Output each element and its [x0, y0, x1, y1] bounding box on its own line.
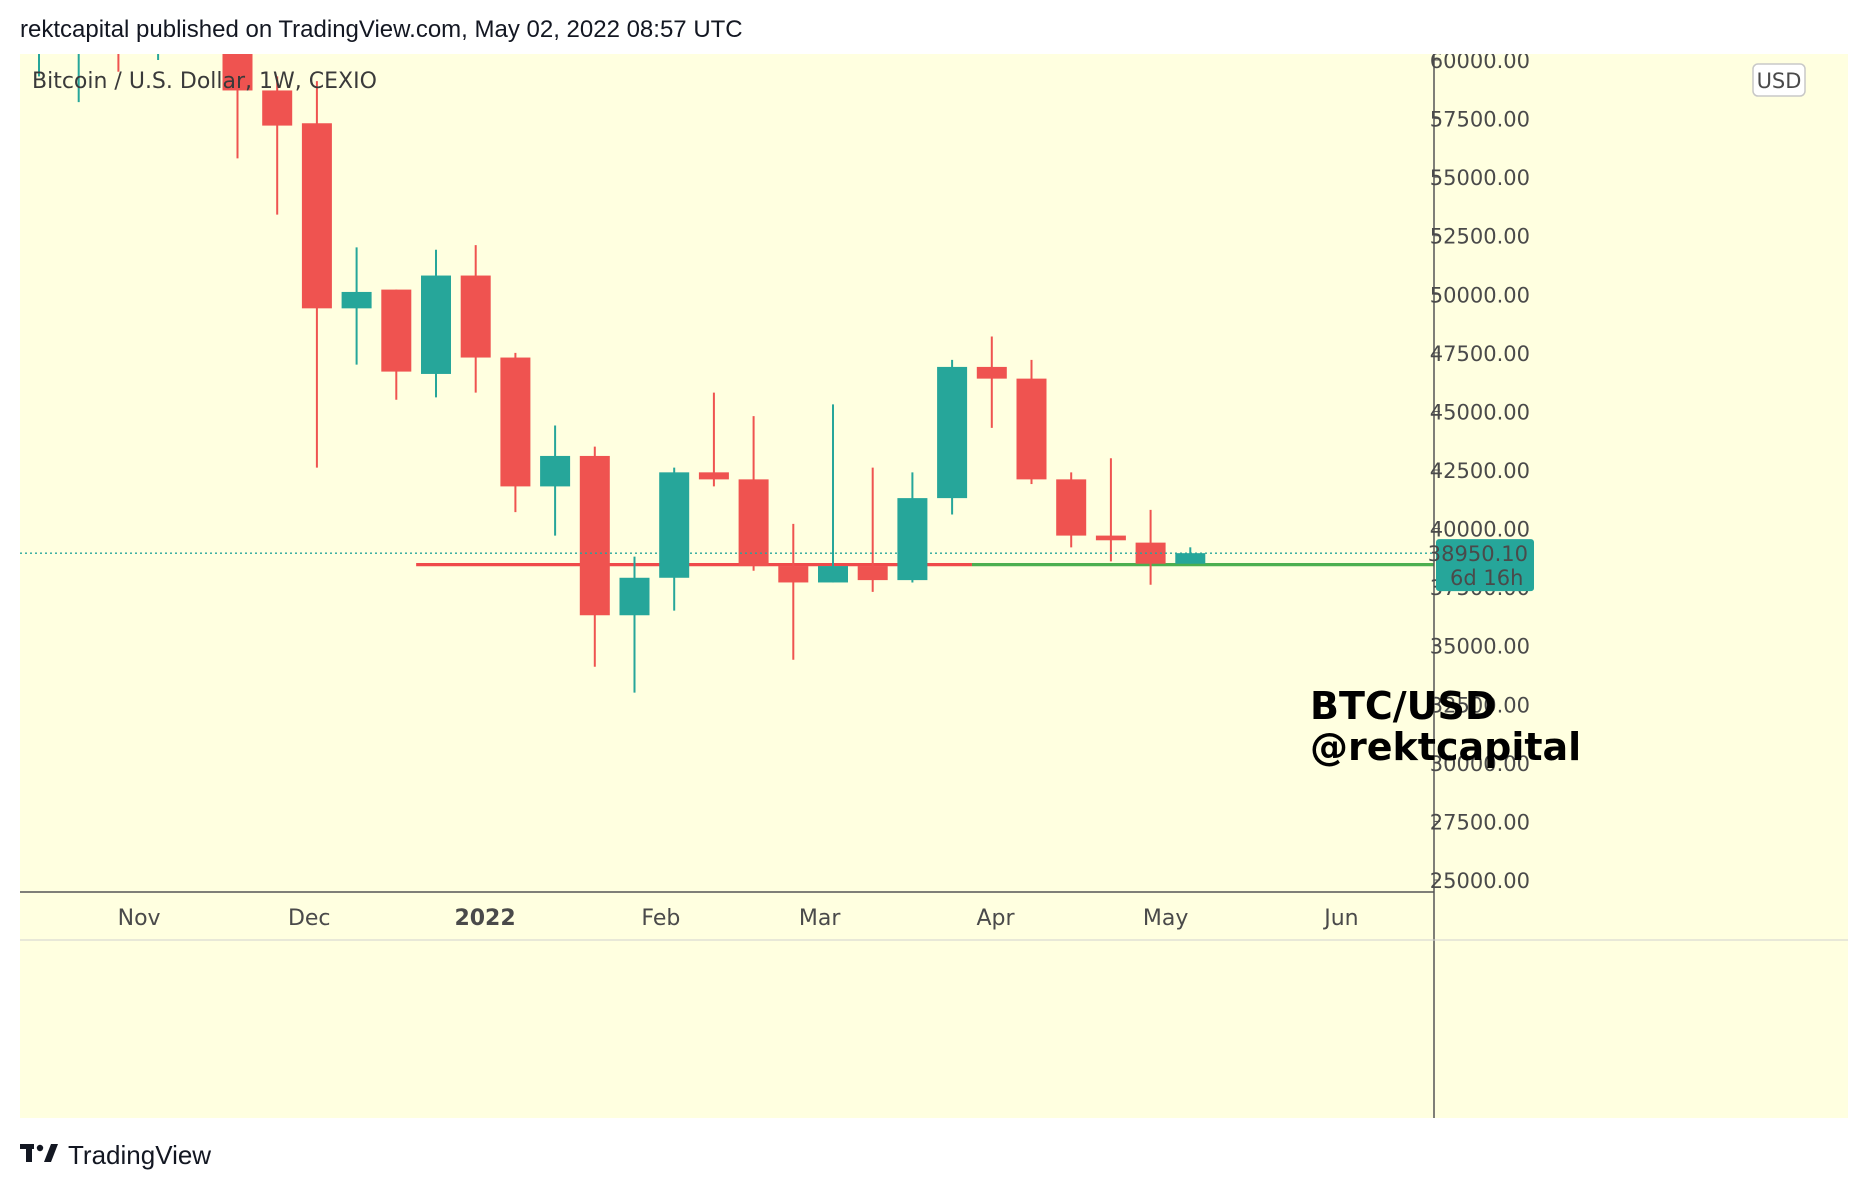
candle-body [1095, 535, 1126, 541]
candle-body [579, 455, 610, 616]
y-tick-label: 60000.00 [1430, 54, 1530, 73]
candle-2021-11-22[interactable] [262, 76, 293, 215]
candle-body [500, 357, 531, 487]
tradingview-brand-label: TradingView [68, 1140, 212, 1170]
last-price-countdown: 6d 16h [1450, 566, 1523, 590]
candle-2021-11-29[interactable] [301, 81, 332, 468]
candle-2022-02-28[interactable] [818, 404, 848, 583]
candles-group [24, 54, 1206, 693]
candle-2021-12-20[interactable] [421, 249, 451, 398]
candle-2021-10-25[interactable] [103, 54, 133, 72]
x-axis-labels: Nov Dec 2022 Feb Mar Apr May Jun [20, 906, 1848, 941]
candle-2021-12-27[interactable] [460, 245, 491, 393]
candle-2022-03-28[interactable] [976, 336, 1007, 428]
candle-2021-10-11[interactable] [24, 54, 54, 77]
candle-body [738, 479, 769, 567]
candle-2022-05-02[interactable] [1175, 547, 1206, 564]
candle-2022-03-21[interactable] [937, 359, 968, 515]
candle-2022-01-17[interactable] [579, 446, 610, 667]
last-price-badge-bg [1436, 539, 1534, 592]
candle-body [818, 566, 848, 583]
candle-body [659, 472, 690, 578]
x-label-2022: 2022 [454, 906, 515, 931]
published-header: rektcapital published on TradingView.com… [20, 16, 743, 43]
candlestick-chart[interactable]: 60000.00 57500.00 55000.00 52500.00 50000.00… [20, 54, 1848, 1118]
y-tick-label: 42500.00 [1430, 459, 1530, 483]
y-tick-label: 45000.00 [1430, 400, 1530, 424]
x-label-Mar: Mar [799, 906, 841, 931]
candle-body [619, 577, 650, 616]
tradingview-logo-icon [20, 1140, 60, 1171]
watermark-author: @rektcapital [1310, 725, 1581, 769]
y-tick-label: 47500.00 [1430, 342, 1530, 366]
x-label-May: May [1143, 906, 1188, 931]
candle-body [262, 90, 293, 126]
x-label-Apr: Apr [976, 906, 1015, 931]
candle-body [698, 472, 729, 480]
candle-body [778, 566, 809, 583]
candle-body [976, 366, 1007, 379]
y-tick-label: 55000.00 [1430, 166, 1530, 190]
candle-2022-01-03[interactable] [500, 352, 531, 513]
currency-badge[interactable]: USD [1752, 63, 1806, 97]
chart-area[interactable]: 60000.00 57500.00 55000.00 52500.00 50000.00… [20, 54, 1848, 1118]
currency-badge-label: USD [1757, 69, 1802, 93]
candle-body [460, 275, 491, 358]
candle-body [381, 289, 412, 372]
candle-2021-12-06[interactable] [341, 247, 372, 365]
candle-2022-01-24[interactable] [619, 556, 650, 693]
y-tick-label: 30000.00 [1430, 752, 1530, 776]
tradingview-brand[interactable]: TradingView [20, 1140, 211, 1171]
x-label-Nov: Nov [118, 906, 161, 931]
candle-2021-11-01[interactable] [143, 54, 173, 60]
candle-body [857, 566, 888, 581]
candle-body [301, 123, 332, 309]
candle-body [1175, 553, 1206, 564]
candle-2022-02-07[interactable] [698, 392, 729, 487]
candle-body [1016, 378, 1047, 480]
candle-2022-04-18[interactable] [1095, 458, 1126, 562]
x-label-Dec: Dec [288, 906, 331, 931]
candle-body [897, 498, 928, 581]
last-price-value: 38950.10 [1428, 542, 1528, 566]
candle-2022-02-21[interactable] [778, 523, 809, 660]
candle-2022-01-31[interactable] [659, 467, 690, 611]
candle-body [421, 275, 451, 374]
watermark-symbol: BTC/USD [1310, 684, 1496, 728]
y-tick-label: 50000.00 [1430, 283, 1530, 307]
y-tick-label: 35000.00 [1430, 635, 1530, 659]
candle-body [937, 366, 968, 499]
axes-group [20, 54, 1435, 1118]
candle-body [1056, 479, 1087, 536]
x-label-Jun: Jun [1322, 906, 1358, 931]
candle-2022-04-25[interactable] [1135, 509, 1166, 585]
candle-2021-11-15[interactable] [222, 54, 253, 159]
y-tick-label: 52500.00 [1430, 225, 1530, 249]
candle-2022-04-04[interactable] [1016, 359, 1047, 485]
y-tick-label: 57500.00 [1430, 108, 1530, 132]
candle-2022-03-07[interactable] [857, 467, 888, 592]
y-tick-label: 32500.00 [1430, 693, 1530, 717]
candle-body [341, 291, 372, 309]
y-tick-label: 40000.00 [1430, 518, 1530, 542]
candle-2021-10-18[interactable] [64, 54, 94, 103]
candle-body [222, 54, 253, 91]
candle-2022-04-11[interactable] [1056, 472, 1087, 548]
x-label-Feb: Feb [641, 906, 680, 931]
candle-2022-01-10[interactable] [540, 425, 571, 536]
candle-2021-12-13[interactable] [381, 289, 412, 400]
candle-2022-03-14[interactable] [897, 472, 928, 583]
y-axis-ticks: 60000.00 57500.00 55000.00 52500.00 50000.00… [1430, 54, 1530, 893]
candle-2022-02-14[interactable] [738, 416, 769, 571]
y-tick-label: 27500.00 [1430, 810, 1530, 834]
chart-title: Bitcoin / U.S. Dollar, 1W, CEXIO [32, 69, 377, 94]
candle-body [540, 455, 571, 487]
y-tick-label: 25000.00 [1430, 869, 1530, 893]
